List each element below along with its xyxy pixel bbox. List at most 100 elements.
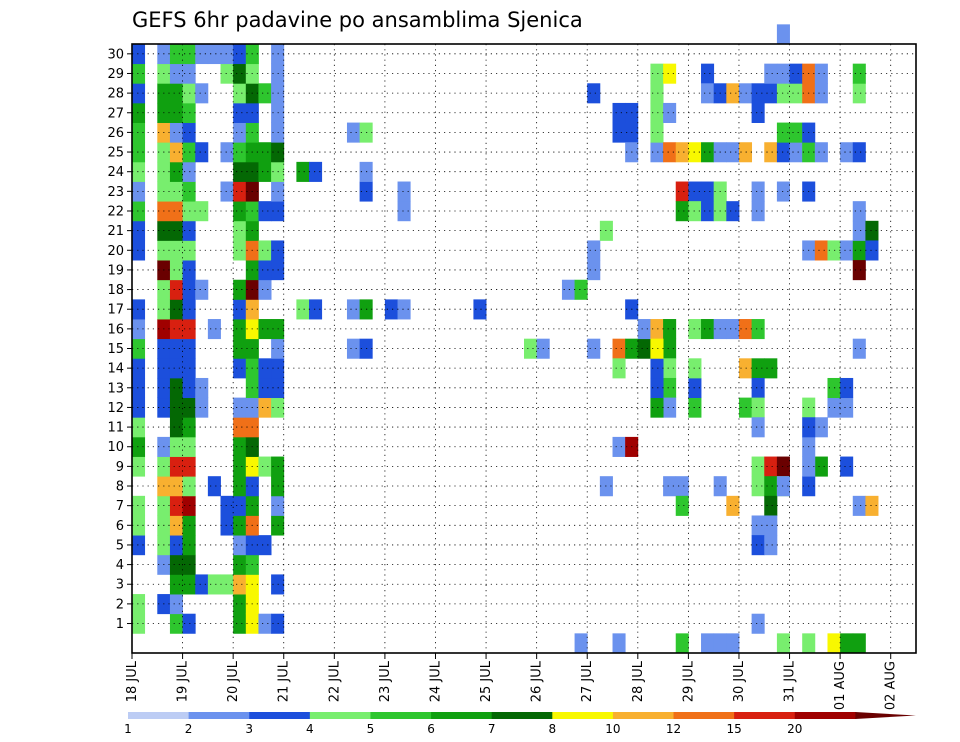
heatmap-cell: [650, 102, 664, 123]
heatmap-cell: [182, 476, 196, 497]
heatmap-cell: [182, 240, 196, 261]
heatmap-cell: [701, 83, 715, 104]
heatmap-cell: [751, 535, 765, 556]
heatmap-cell: [132, 417, 146, 438]
heatmap-cell: [182, 161, 196, 182]
heatmap-cell: [169, 201, 183, 222]
heatmap-cell: [182, 377, 196, 399]
heatmap-cell: [195, 397, 209, 418]
heatmap-cell: [258, 201, 272, 222]
heatmap-cell: [587, 240, 601, 261]
y-tick-label: 30: [107, 47, 124, 62]
heatmap-cell: [182, 279, 196, 300]
heatmap-cell: [220, 63, 234, 84]
heatmap-cell: [182, 574, 196, 595]
heatmap-cell: [688, 377, 702, 399]
heatmap-cell: [637, 319, 651, 340]
heatmap-cell: [776, 83, 790, 104]
y-tick-label: 23: [107, 185, 124, 200]
legend-label: 3: [245, 722, 253, 736]
heatmap-cell: [169, 358, 183, 379]
heatmap-cell: [814, 63, 828, 84]
x-tick-label: 01 AUG: [833, 661, 848, 710]
x-tick-label: 26 JUL: [530, 660, 545, 702]
heatmap-cell: [182, 397, 196, 418]
heatmap-cell: [840, 633, 854, 654]
heatmap-cell: [169, 299, 183, 320]
heatmap-cell: [182, 515, 196, 536]
heatmap-cell: [650, 358, 664, 379]
heatmap-cell: [587, 338, 601, 359]
heatmap-cell: [738, 142, 753, 163]
heatmap-cell: [650, 397, 664, 418]
heatmap-cell: [852, 633, 866, 654]
heatmap-cell: [132, 358, 146, 379]
heatmap-cell: [169, 377, 183, 399]
legend-swatch: [431, 712, 493, 719]
heatmap-cell: [384, 299, 398, 320]
heatmap-cell: [195, 142, 209, 163]
heatmap-cell: [220, 574, 234, 595]
heatmap-cell: [397, 201, 411, 222]
heatmap-cell: [840, 142, 854, 163]
heatmap-cell: [132, 535, 146, 556]
heatmap-cell: [169, 594, 183, 615]
legend-swatch: [128, 712, 190, 719]
y-tick-label: 29: [107, 67, 124, 82]
heatmap-cell: [776, 633, 790, 654]
heatmap-cell: [802, 633, 816, 654]
heatmap-cell: [663, 377, 677, 399]
heatmap-cell: [233, 63, 247, 84]
heatmap-cell: [701, 319, 715, 340]
heatmap-cell: [840, 377, 854, 399]
heatmap-cell: [650, 338, 664, 359]
heatmap-cell: [764, 142, 778, 163]
heatmap-cell: [751, 358, 765, 379]
heatmap-cell: [220, 142, 234, 163]
heatmap-cell: [852, 495, 866, 516]
heatmap-cell: [814, 240, 828, 261]
heatmap-cell: [751, 417, 765, 438]
heatmap-cell: [738, 83, 753, 104]
heatmap-cell: [195, 44, 209, 65]
heatmap-cell: [701, 142, 715, 163]
heatmap-cell: [169, 83, 183, 104]
heatmap-cell: [612, 436, 626, 457]
heatmap-cell: [789, 63, 803, 84]
heatmap-cell: [675, 476, 689, 497]
heatmap-cell: [182, 319, 196, 340]
heatmap-cell: [688, 358, 702, 379]
heatmap-cell: [751, 201, 765, 222]
heatmap-cell: [169, 456, 183, 477]
heatmap-cell: [852, 83, 866, 104]
heatmap-cell: [296, 299, 310, 320]
heatmap-cell: [258, 240, 272, 261]
legend-label: 5: [367, 722, 375, 736]
heatmap-cell: [701, 63, 715, 84]
heatmap-cell: [776, 476, 790, 497]
heatmap-cell: [258, 358, 272, 379]
heatmap-cell: [132, 613, 146, 634]
heatmap-cell: [814, 83, 828, 104]
grid-lines: [132, 44, 916, 653]
heatmap-cell: [132, 338, 146, 359]
y-tick-label: 24: [107, 165, 124, 180]
x-tick-label: 23 JUL: [378, 660, 393, 702]
heatmap-cell: [663, 338, 677, 359]
heatmap-cell: [207, 574, 221, 595]
heatmap-cell: [182, 201, 196, 222]
heatmap-cell: [233, 476, 247, 497]
y-tick-label: 14: [107, 362, 124, 377]
heatmap-cell: [397, 181, 411, 202]
heatmap-cell: [258, 377, 272, 399]
y-tick-label: 11: [107, 421, 124, 436]
heatmap-cell: [663, 142, 677, 163]
heatmap-cell: [169, 279, 183, 300]
heatmap-cell: [132, 122, 146, 143]
heatmap-cell: [182, 220, 196, 241]
heatmap-cell: [182, 142, 196, 163]
heatmap-cell: [663, 358, 677, 379]
y-tick-label: 20: [107, 244, 124, 259]
heatmap-cell: [169, 161, 183, 182]
legend-swatch: [552, 712, 614, 719]
